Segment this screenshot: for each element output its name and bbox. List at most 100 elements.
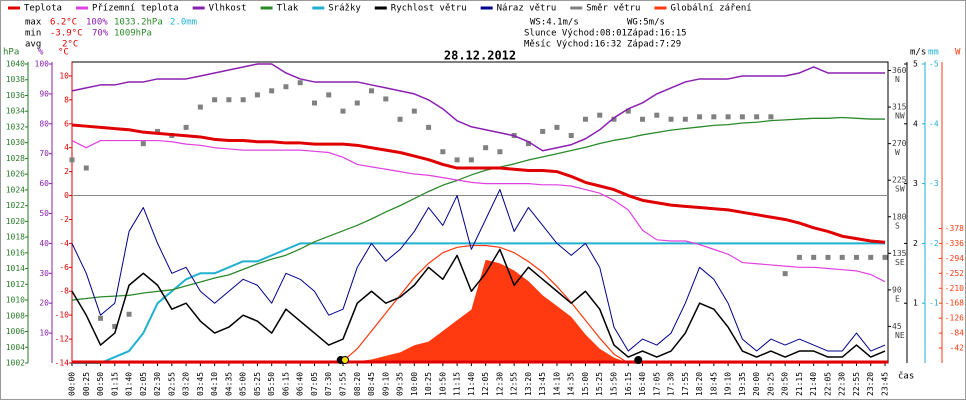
x-tick-label: 09:35 bbox=[396, 372, 405, 396]
direction-point bbox=[853, 254, 859, 260]
y-tick-label: NW bbox=[895, 112, 905, 121]
y-tick-label: -252 bbox=[945, 269, 964, 278]
x-tick-label: 22:30 bbox=[838, 372, 847, 396]
x-tick-label: 10:25 bbox=[424, 372, 433, 396]
y-tick-label: -378 bbox=[945, 224, 964, 233]
y-tick-label: N bbox=[895, 75, 900, 84]
legend-label: Teplota bbox=[24, 4, 62, 14]
series-line bbox=[71, 63, 885, 152]
y-tick-label: 10 bbox=[59, 71, 69, 80]
x-tick-label: 00:25 bbox=[82, 372, 91, 396]
x-tick-label: 09:10 bbox=[381, 372, 390, 396]
direction-point bbox=[326, 92, 332, 98]
stat: 100% bbox=[86, 18, 108, 28]
y-tick-label: 1018 bbox=[6, 233, 25, 242]
x-tick-label: 05:00 bbox=[239, 372, 248, 396]
series-line bbox=[71, 116, 885, 301]
y-tick-label: -336 bbox=[945, 239, 964, 248]
direction-point bbox=[126, 311, 132, 317]
y-tick-label: 1020 bbox=[6, 217, 25, 226]
chart-title: 28.12.2012 bbox=[444, 49, 516, 63]
x-tick-label: 13:45 bbox=[538, 372, 547, 396]
direction-point bbox=[411, 108, 417, 114]
y-tick-label: 8 bbox=[64, 95, 69, 104]
y-tick-label: 2 bbox=[64, 167, 69, 176]
direction-point bbox=[369, 88, 375, 94]
legend-label: Tlak bbox=[277, 4, 299, 14]
y-tick-label: 360 bbox=[892, 66, 907, 75]
y-tick-label: 1024 bbox=[6, 185, 25, 194]
stat-label: avg bbox=[25, 40, 41, 50]
x-tick-label: 07:30 bbox=[324, 372, 333, 396]
stat: 2.0mm bbox=[170, 18, 197, 28]
y-tick-label: 100 bbox=[35, 60, 50, 69]
axis-unit: % bbox=[38, 48, 44, 58]
x-tick-label: 15:50 bbox=[610, 372, 619, 396]
y-tick-label: 1 bbox=[913, 299, 918, 308]
x-tick-label: 05:50 bbox=[267, 372, 276, 396]
series-line bbox=[71, 123, 886, 244]
direction-point bbox=[440, 149, 446, 155]
axis-unit: hPa bbox=[3, 48, 19, 58]
x-tick-label: 23:45 bbox=[881, 372, 890, 396]
direction-point bbox=[226, 97, 232, 103]
x-tick-label: 16:40 bbox=[638, 372, 647, 396]
y-tick-label: 1034 bbox=[6, 107, 25, 116]
direction-point bbox=[568, 133, 574, 138]
direction-point bbox=[868, 254, 874, 260]
axis-unit: W bbox=[955, 48, 961, 58]
x-tick-label: 01:15 bbox=[110, 372, 119, 396]
direction-point bbox=[711, 114, 717, 120]
legend-label: Globální záření bbox=[670, 4, 751, 14]
axis-unit: mm bbox=[928, 48, 939, 58]
x-tick-label: 03:20 bbox=[182, 372, 191, 396]
y-tick-label: 60 bbox=[39, 179, 49, 188]
x-tick-label: 06:15 bbox=[281, 372, 290, 396]
x-tick-label: 20:25 bbox=[766, 372, 775, 396]
direction-point bbox=[782, 271, 788, 277]
stat: Západ:7:29 bbox=[627, 40, 681, 50]
x-tick-label: 16:15 bbox=[624, 372, 633, 396]
stat: 6.2°C bbox=[50, 18, 77, 28]
stat: -3.9°C bbox=[50, 29, 83, 39]
y-tick-label: 20 bbox=[39, 299, 49, 308]
axis-unit: m/s bbox=[910, 48, 926, 58]
y-tick-label: 1006 bbox=[6, 327, 25, 336]
y-tick-label: -84 bbox=[950, 329, 965, 338]
stat: Západ:16:15 bbox=[627, 29, 687, 39]
x-tick-label: 20:00 bbox=[752, 372, 761, 396]
stat: 2°C bbox=[62, 40, 78, 50]
direction-point bbox=[625, 108, 631, 114]
y-tick-label: -168 bbox=[945, 299, 964, 308]
legend-label: Směr větru bbox=[586, 4, 640, 14]
y-tick-label: -42 bbox=[950, 344, 965, 353]
y-tick-label: 180 bbox=[892, 212, 907, 221]
x-tick-label: 21:15 bbox=[795, 372, 804, 396]
y-tick-label: 5 bbox=[913, 60, 918, 69]
x-tick-label: 00:50 bbox=[96, 372, 105, 396]
y-tick-label: 1012 bbox=[6, 280, 25, 289]
direction-point bbox=[83, 165, 89, 171]
y-tick-label: 90 bbox=[39, 89, 49, 98]
x-tick-label: 22:05 bbox=[823, 372, 832, 396]
y-tick-label: -4 bbox=[59, 239, 69, 248]
x-tick-label: 02:05 bbox=[139, 372, 148, 396]
x-tick-label: 03:45 bbox=[196, 372, 205, 396]
stat: 1009hPa bbox=[114, 29, 152, 39]
x-tick-label: 18:20 bbox=[695, 372, 704, 396]
direction-point bbox=[768, 114, 774, 120]
solar-area bbox=[72, 259, 885, 363]
x-tick-label: 11:40 bbox=[467, 372, 476, 396]
x-tick-label: 00:00 bbox=[68, 372, 77, 396]
x-tick-label: 10:50 bbox=[438, 372, 447, 396]
direction-point bbox=[640, 116, 646, 122]
y-tick-label: 4 bbox=[64, 143, 69, 152]
stat: WG:5m/s bbox=[627, 18, 665, 28]
y-tick-label: E bbox=[895, 294, 900, 303]
y-tick-label: -14 bbox=[55, 359, 70, 368]
y-tick-label: -2 bbox=[59, 215, 69, 224]
y-tick-label: 1014 bbox=[6, 264, 25, 273]
direction-point bbox=[297, 80, 303, 86]
y-tick-label: 1010 bbox=[6, 296, 25, 305]
y-tick-label: -10 bbox=[55, 311, 70, 320]
